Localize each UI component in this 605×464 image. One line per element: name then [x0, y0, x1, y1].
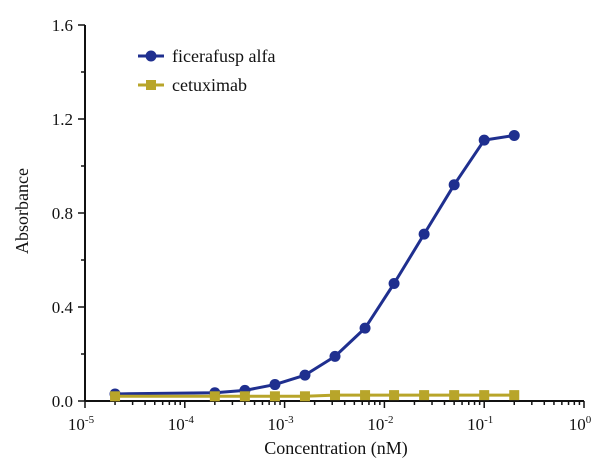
- data-point: [389, 390, 400, 401]
- legend-item: cetuximab: [138, 75, 247, 95]
- data-point: [479, 390, 490, 401]
- data-point: [419, 390, 430, 401]
- data-point: [269, 391, 280, 402]
- data-point: [478, 134, 490, 146]
- axes: 0.0 0.4 0.8 1.2 1.6 10-5 10-4 10-3 10-2 10-1 100: [52, 16, 592, 434]
- x-tick-label: 10-3: [268, 414, 295, 434]
- y-tick-label: 0.0: [52, 392, 73, 411]
- x-tick-label: 10-2: [367, 414, 393, 434]
- x-tick-label: 10-5: [68, 414, 95, 434]
- series-line: [115, 133, 515, 396]
- data-point: [360, 390, 371, 401]
- legend-item: ficerafusp alfa: [138, 46, 275, 66]
- legend-label: ficerafusp alfa: [172, 46, 275, 66]
- data-point: [329, 350, 341, 362]
- series-2: [110, 390, 520, 402]
- data-point: [209, 391, 220, 402]
- data-point: [239, 391, 250, 402]
- data-point: [508, 129, 520, 141]
- y-tick-label: 0.4: [52, 298, 74, 317]
- series-line: [115, 393, 515, 398]
- x-tick-label: 10-4: [168, 414, 195, 434]
- data-point: [359, 322, 371, 334]
- series-1: [109, 129, 520, 400]
- data-point: [299, 391, 310, 402]
- x-tick-label: 100: [569, 414, 592, 434]
- y-axis-label: Absorbance: [12, 168, 32, 254]
- legend: ficerafusp alfa cetuximab: [138, 46, 275, 95]
- y-tick-label: 1.6: [52, 16, 73, 35]
- data-point: [388, 278, 400, 289]
- data-point: [330, 390, 341, 401]
- x-axis-label: Concentration (nM): [264, 438, 407, 459]
- series-layer: [109, 129, 520, 402]
- legend-marker: [146, 80, 156, 90]
- legend-marker: [145, 50, 157, 62]
- data-point: [509, 390, 520, 401]
- data-point: [299, 369, 311, 381]
- y-tick-label: 1.2: [52, 110, 73, 129]
- data-point: [449, 390, 460, 401]
- data-point: [448, 179, 460, 191]
- data-point: [269, 379, 281, 391]
- legend-label: cetuximab: [172, 75, 247, 95]
- data-point: [418, 228, 430, 240]
- data-point: [110, 391, 121, 402]
- x-tick-label: 10-1: [467, 414, 493, 434]
- y-tick-label: 0.8: [52, 204, 73, 223]
